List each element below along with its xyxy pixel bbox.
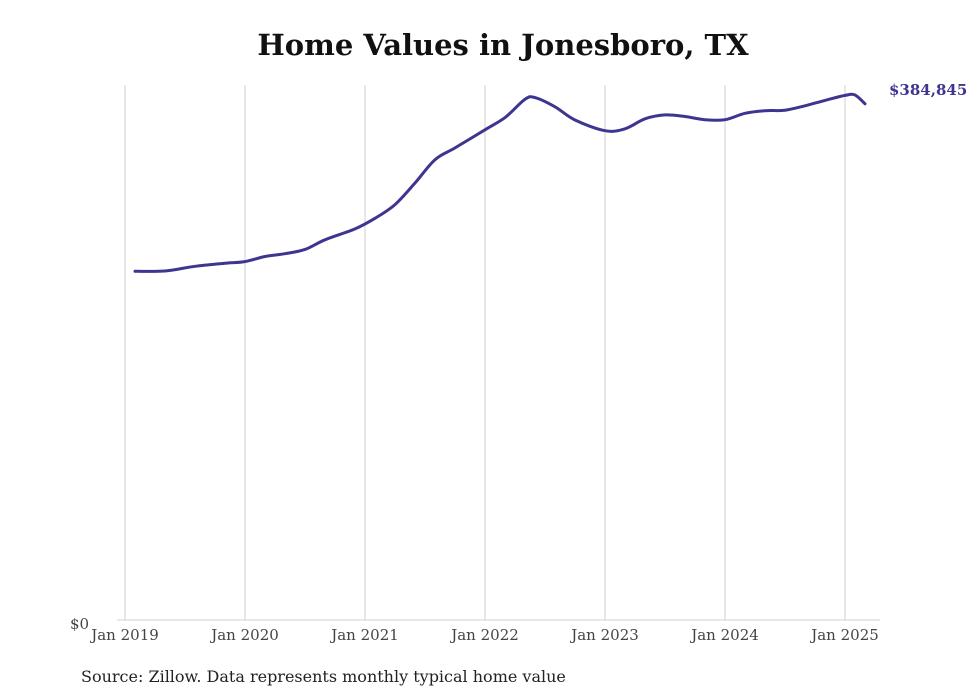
data-point	[744, 112, 747, 115]
data-point	[164, 270, 167, 273]
x-tick-label: Jan 2021	[329, 626, 399, 644]
data-point	[414, 182, 417, 185]
data-point	[864, 102, 867, 105]
data-point	[664, 113, 667, 116]
data-point	[484, 128, 487, 131]
data-point	[194, 265, 197, 268]
data-point	[134, 270, 137, 273]
x-tick-label: Jan 2024	[689, 626, 759, 644]
x-tick-label: Jan 2022	[449, 626, 519, 644]
x-tick-label: Jan 2025	[809, 626, 879, 644]
data-point	[224, 262, 227, 265]
data-point	[604, 129, 607, 132]
data-point	[764, 109, 767, 112]
data-point	[824, 99, 827, 102]
data-point	[504, 116, 507, 119]
data-point	[304, 248, 307, 251]
data-point	[724, 118, 727, 121]
source-note: Source: Zillow. Data represents monthly …	[81, 667, 566, 686]
y-tick-label: $0	[70, 615, 89, 633]
data-point	[574, 119, 577, 122]
data-point	[244, 260, 247, 263]
data-point	[854, 94, 857, 97]
data-point	[644, 117, 647, 120]
data-point	[324, 238, 327, 241]
data-point	[704, 118, 707, 121]
data-point	[434, 158, 437, 161]
data-point	[374, 217, 377, 220]
gridlines	[124, 85, 846, 620]
data-point	[264, 255, 267, 258]
data-point	[284, 252, 287, 255]
x-tick-labels: Jan 2019 Jan 2020 Jan 2021 Jan 2022 Jan 2023…	[89, 626, 879, 644]
data-point	[394, 203, 397, 206]
x-tick-label: Jan 2020	[209, 626, 279, 644]
x-tick-label: Jan 2023	[569, 626, 639, 644]
chart-title: Home Values in Jonesboro, TX	[257, 28, 749, 62]
series-lines	[133, 92, 867, 273]
x-tick-label: Jan 2019	[89, 626, 159, 644]
data-point	[554, 105, 557, 108]
data-point	[624, 127, 627, 130]
data-point	[784, 109, 787, 112]
data-point	[844, 94, 847, 97]
data-point	[454, 146, 457, 149]
series-line	[133, 92, 867, 273]
data-point	[354, 227, 357, 230]
data-point	[684, 115, 687, 118]
end-value-label: $384,845	[889, 81, 967, 99]
data-point	[534, 96, 537, 99]
data-point	[524, 98, 527, 101]
data-point	[804, 104, 807, 107]
